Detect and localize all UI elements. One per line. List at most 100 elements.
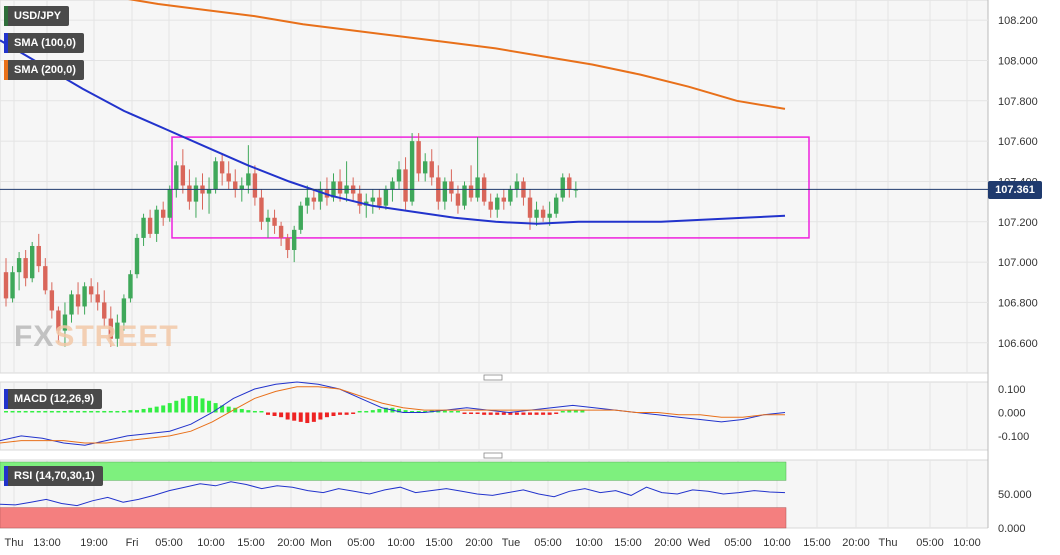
candle-body [429,161,434,178]
candle [305,185,310,214]
candle-body [226,173,231,182]
candle [75,282,81,315]
macd-histogram-bar [239,408,244,413]
candle-body [252,173,258,198]
macd-histogram-bar [213,403,218,413]
macd-histogram-bar [351,412,356,414]
candle-body [396,169,402,182]
candle-body [272,217,277,226]
y-tick-rsi: 0.000 [998,523,1026,535]
candle [206,177,212,214]
candle-body [174,165,179,190]
candle [252,165,258,206]
legend-macd[interactable]: MACD (12,26,9) [4,389,103,409]
legend-sma200[interactable]: SMA (200,0) [4,60,84,80]
consolidation-box [171,136,810,239]
macd-histogram-bar [17,410,22,413]
candle-body [82,286,87,307]
legend-rsi[interactable]: RSI (14,70,30,1) [4,466,103,486]
macd-line [0,381,786,446]
macd-histogram-bar [95,410,100,413]
macd-histogram-bar [560,410,565,413]
candle [285,233,290,259]
candle [423,153,428,182]
macd-histogram-bar [488,412,493,415]
candle-body [311,197,317,202]
y-tick-price: 106.800 [998,297,1038,309]
candle-body [62,314,68,331]
candle-body [298,205,303,230]
legend-sma100[interactable]: SMA (100,0) [4,33,84,53]
x-tick-label: 05:00 [724,537,752,549]
macd-histogram-bar [167,403,172,413]
candle-body [75,294,81,307]
candle-body [219,161,225,174]
macd-histogram-bar [482,412,487,415]
macd-histogram-bar [187,396,192,413]
candle-body [285,237,290,251]
y-tick-macd: 0.100 [998,384,1026,396]
candle-body [180,165,186,186]
macd-histogram-bar [49,410,54,413]
panel-splitter-0 [483,374,503,381]
sma-lines [0,0,988,225]
y-tick-price: 107.600 [998,136,1038,148]
candle-body [16,258,22,273]
macd-histogram-bar [207,400,212,413]
candle-body [233,181,238,190]
macd-histogram-bar [547,412,552,415]
rsi-overbought-zone [0,461,787,481]
macd-histogram-bar [573,410,578,413]
macd-histogram-bar [193,396,198,413]
macd-histogram-bar [403,410,408,413]
x-tick-label: 19:00 [80,537,108,549]
candle [311,189,317,210]
macd-histogram-bar [416,410,421,413]
macd-histogram-bar [115,410,120,413]
candle-body [193,185,199,202]
candle [554,193,559,218]
candle [16,252,22,291]
candle-body [167,189,172,218]
macd-histogram-bar [541,412,546,415]
x-tick-label: 10:00 [763,537,791,549]
legend-symbol[interactable]: USD/JPY [4,6,70,26]
axis-labels: Thu 13:00 19:00 Fri 05:00 10:00 15:00 20:00 Mon 0… [5,15,1038,549]
macd-histogram-bar [252,410,257,413]
candle [272,209,277,234]
y-tick-macd: 0.000 [998,407,1026,419]
candle-body [514,181,520,190]
panel-splitter-1 [483,452,503,459]
candle-body [246,173,251,186]
macd-histogram-bar [246,410,251,413]
legend-rsi-swatch [4,466,8,486]
x-tick-label: 15:00 [614,537,642,549]
macd-histogram-bar [534,412,539,415]
candle [449,169,454,202]
x-tick-label: Wed [688,537,710,549]
macd-histogram-bar [357,410,362,413]
candle-body [527,197,533,218]
candle [147,209,153,238]
candle-body [547,213,552,218]
macd-histogram-bar [233,407,238,413]
candle [62,302,68,347]
candle-body [213,161,218,190]
candle-body [449,181,454,194]
x-tick-label: 15:00 [803,537,831,549]
candle-body [501,197,506,202]
macd-histogram-bar [423,410,428,413]
macd-histogram-bar [161,405,166,413]
y-tick-price: 106.600 [998,338,1038,350]
candle [292,225,297,263]
rsi-panel [0,461,787,529]
macd-histogram-bar [154,406,159,413]
macd-histogram-bar [469,412,474,414]
macd-histogram-bar [462,412,467,414]
x-tick-label: 05:00 [347,537,375,549]
candle [102,290,107,327]
macd-histogram-bar [69,410,74,413]
candle-body [95,294,100,303]
macd-histogram-bar [200,398,205,413]
x-tick-label: 10:00 [387,537,415,549]
